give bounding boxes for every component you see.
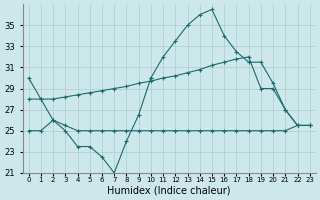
X-axis label: Humidex (Indice chaleur): Humidex (Indice chaleur) xyxy=(108,186,231,196)
